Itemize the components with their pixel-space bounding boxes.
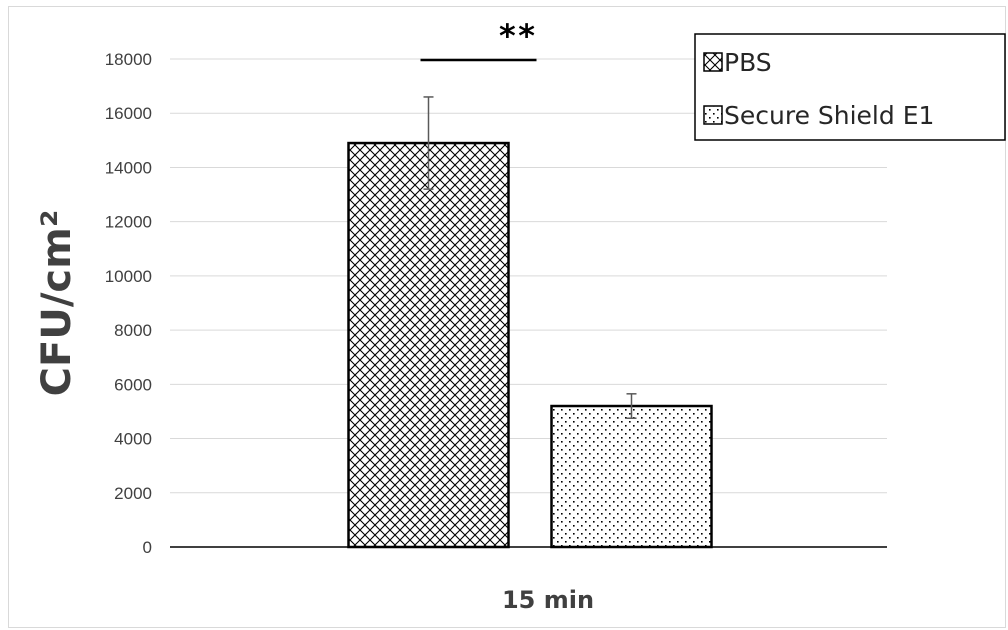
y-tick-label: 10000 [105,267,152,286]
legend-label: Secure Shield E1 [724,101,934,130]
y-tick-label: 16000 [105,104,152,123]
legend: PBS Secure Shield E1 [694,33,1006,141]
y-tick-label: 8000 [114,321,152,340]
bar-secure-shield-e1 [550,404,713,549]
y-tick-label: 14000 [105,158,152,177]
chart-frame [8,6,1006,628]
significance-label: ** [498,17,537,55]
y-tick-label: 6000 [114,375,152,394]
y-tick-label: 4000 [114,430,152,449]
bar-pbs [347,141,510,549]
y-axis-title: CFU/cm² [34,210,80,397]
legend-label: PBS [724,48,772,77]
legend-swatch [703,52,723,72]
y-tick-label: 18000 [105,50,152,69]
legend-box [694,33,1006,141]
labels: 0 2000 4000 6000 8000 10000 12000 14000 16000 180… [34,17,594,614]
y-tick-label: 2000 [114,484,152,503]
bars [347,96,713,549]
legend-swatch [703,105,723,125]
y-tick-label: 0 [143,538,152,557]
y-tick-label: 12000 [105,213,152,232]
x-axis-title: 15 min [502,586,594,614]
